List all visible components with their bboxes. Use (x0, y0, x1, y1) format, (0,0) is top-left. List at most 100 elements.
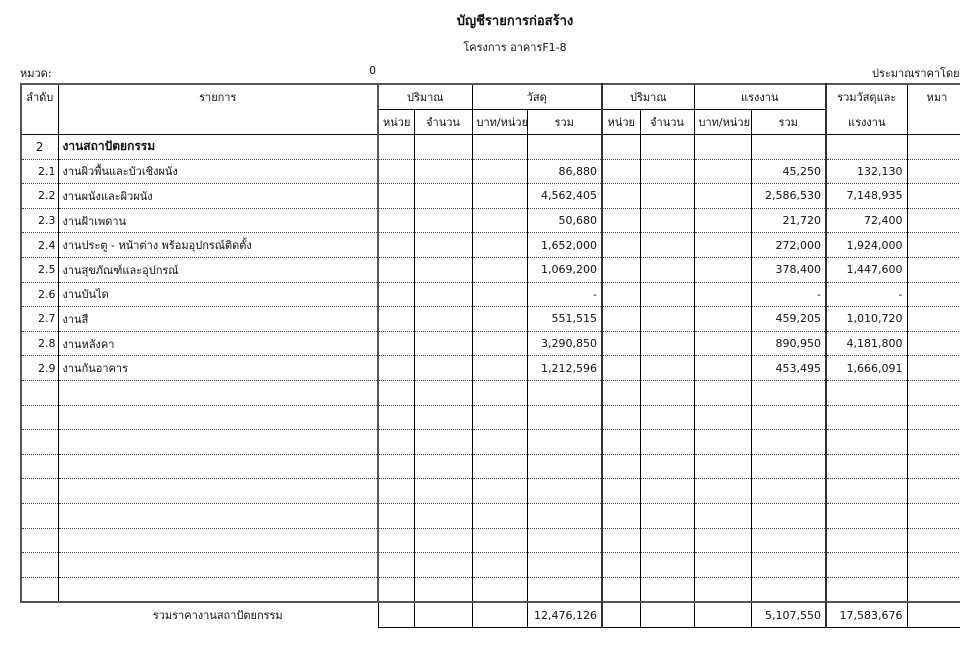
header-no: ลำดับ (20, 83, 59, 110)
section-row: 2 งานสถาปัตยกรรม (20, 134, 960, 160)
material-unit (377, 159, 415, 185)
total-sum (825, 503, 908, 529)
labor-price (693, 159, 752, 185)
labor-sum: 45,250 (750, 159, 828, 185)
labor-price (693, 503, 752, 529)
labor-sum (750, 503, 828, 529)
item-name: งานสุขภัณฑ์และอุปกรณ์ (57, 257, 379, 283)
material-unit (377, 528, 415, 554)
remark (906, 282, 960, 308)
labor-price (693, 552, 752, 578)
labor-sum: 890,950 (750, 331, 828, 357)
table-row: 2.4 งานประตู - หน้าต่าง พร้อมอุปกรณ์ติดตั… (20, 232, 960, 258)
labor-price (693, 478, 752, 504)
b2 (413, 601, 473, 628)
material-qty (413, 552, 473, 578)
labor-qty (639, 528, 695, 554)
material-qty (413, 454, 473, 480)
material-sum: 1,212,596 (526, 355, 604, 381)
labor-price (693, 405, 752, 431)
remark (906, 454, 960, 480)
material-qty (413, 159, 473, 185)
labor-sum (750, 454, 828, 480)
header-amount-2: จำนวน (639, 109, 695, 135)
item-name (57, 528, 379, 554)
item-name (57, 405, 379, 431)
material-unit (377, 552, 415, 578)
item-no (20, 405, 59, 431)
material-price (471, 503, 528, 529)
remark (906, 331, 960, 357)
table-row (20, 503, 960, 529)
item-name: งานสี (57, 306, 379, 332)
material-unit (377, 503, 415, 529)
item-name (57, 577, 379, 603)
table-row (20, 528, 960, 554)
labor-qty (639, 478, 695, 504)
project-name: โครงการ อาคารF1-8 (463, 41, 567, 54)
material-sum (526, 503, 604, 529)
total-sum: 1,447,600 (825, 257, 908, 283)
material-price (471, 454, 528, 480)
item-name: งานกันอาคาร (57, 355, 379, 381)
labor-sum: 378,400 (750, 257, 828, 283)
labor-unit (601, 355, 641, 381)
total-sum: 7,148,935 (825, 183, 908, 209)
material-unit (377, 208, 415, 234)
remark (906, 528, 960, 554)
material-price (471, 331, 528, 357)
labor-unit (601, 478, 641, 504)
remark (906, 429, 960, 455)
material-qty (413, 257, 473, 283)
total-row: รวมราคางานสถาปัตยกรรม 12,476,126 5,107,550… (21, 601, 960, 628)
labor-price (693, 331, 752, 357)
table-row (20, 552, 960, 578)
material-unit (377, 306, 415, 332)
labor-sum: 459,205 (750, 306, 828, 332)
material-qty (413, 282, 473, 308)
total-sum: 1,924,000 (825, 232, 908, 258)
material-price (471, 159, 528, 185)
item-no: 2.3 (20, 208, 59, 234)
table-row: 2.6 งานบันได - - - (20, 282, 960, 308)
labor-unit (601, 577, 641, 603)
labor-price (693, 577, 752, 603)
item-name: งานฝ้าเพดาน (57, 208, 379, 234)
item-name (57, 454, 379, 480)
header-labor-price: บาท/หน่วย (693, 109, 752, 135)
labor-price (693, 282, 752, 308)
material-unit (377, 454, 415, 480)
material-price (471, 380, 528, 406)
header-item: รายการ (57, 83, 379, 110)
item-no: 2.7 (20, 306, 59, 332)
header-remark-blank (906, 109, 960, 135)
material-price (471, 183, 528, 209)
table-row (20, 478, 960, 504)
material-unit (377, 257, 415, 283)
labor-price (693, 208, 752, 234)
labor-qty (639, 429, 695, 455)
labor-qty (639, 552, 695, 578)
labor-unit (601, 405, 641, 431)
table-row (20, 577, 960, 603)
labor-unit (601, 257, 641, 283)
b7 (906, 601, 960, 628)
header-material: วัสดุ (471, 83, 604, 110)
item-no: 2.9 (20, 355, 59, 381)
labor-sum (750, 405, 828, 431)
material-sum (526, 577, 604, 603)
item-name (57, 429, 379, 455)
remark (906, 577, 960, 603)
labor-unit (601, 183, 641, 209)
material-price (471, 306, 528, 332)
material-qty (413, 183, 473, 209)
remark (906, 380, 960, 406)
material-sum: 1,069,200 (526, 257, 604, 283)
total-sum: - (825, 282, 908, 308)
labor-unit (601, 503, 641, 529)
labor-qty (639, 405, 695, 431)
material-unit (377, 429, 415, 455)
item-no (20, 380, 59, 406)
labor-qty (639, 380, 695, 406)
labor-sum: 272,000 (750, 232, 828, 258)
